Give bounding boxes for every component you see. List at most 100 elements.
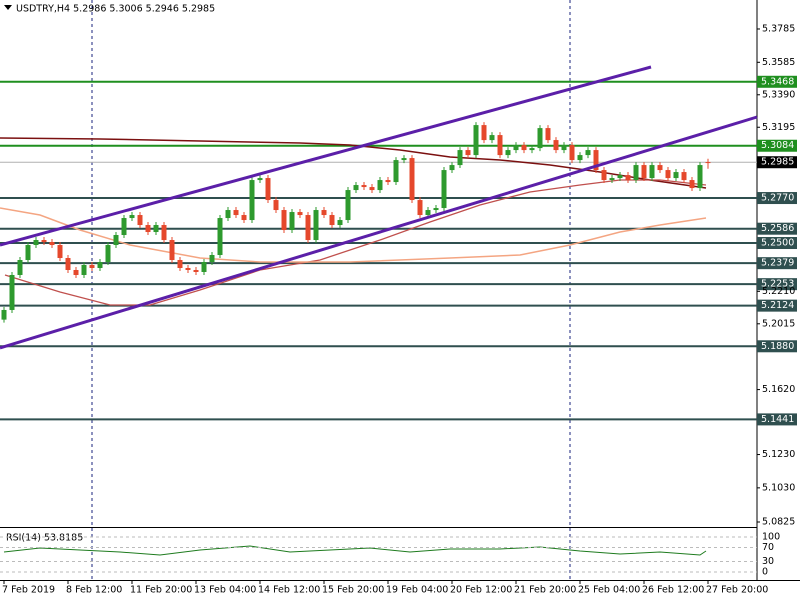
candle-body (129, 215, 135, 219)
level-label-box (757, 278, 797, 291)
candle-body (481, 125, 487, 141)
candle-body (49, 242, 55, 246)
x-tick-label: 19 Feb 04:00 (386, 585, 448, 596)
candle-body (705, 162, 711, 164)
candle-body (521, 145, 527, 151)
candle-body (361, 185, 367, 188)
candle-body (321, 210, 327, 216)
level-label-box (757, 237, 797, 250)
candle-body (457, 150, 463, 166)
level-label-box (757, 222, 797, 235)
candle-body (305, 215, 311, 241)
level-label-box (757, 257, 797, 270)
candle-body (97, 262, 103, 268)
candle-body (537, 128, 543, 149)
candle-body (385, 180, 391, 183)
trend-line (0, 65, 652, 247)
chart-title: USDTRY,H4 5.2986 5.3006 5.2946 5.2985 (16, 4, 215, 15)
x-tick-label: 13 Feb 04:00 (194, 585, 256, 596)
rsi-line (3, 545, 707, 556)
candle-body (473, 125, 479, 156)
candle-body (217, 218, 223, 256)
candle-body (593, 150, 599, 171)
current-price-label: 5.2985 (761, 157, 794, 168)
level-label: 5.2586 (761, 223, 794, 234)
candle-body (665, 170, 671, 179)
moving-average-mid (4, 179, 707, 306)
candle-body (241, 215, 247, 221)
candle-body (649, 165, 655, 179)
candle-body (625, 175, 631, 181)
candle-body (177, 260, 183, 268)
candle-body (121, 218, 127, 236)
x-tick-label: 11 Feb 20:00 (130, 585, 192, 596)
level-label: 5.2124 (761, 300, 794, 311)
y-tick-label: 5.3195 (762, 122, 795, 133)
candle-body (9, 274, 15, 310)
candle-body (441, 170, 447, 209)
level-label-box (757, 299, 797, 312)
moving-average-slow (0, 137, 707, 189)
level-label: 5.2500 (761, 238, 794, 249)
candle-body (137, 215, 143, 226)
candle-body (689, 180, 695, 189)
x-tick-label: 27 Feb 20:00 (706, 585, 768, 596)
x-tick-label: 21 Feb 20:00 (514, 585, 576, 596)
candle-body (657, 165, 663, 171)
y-tick-label: 5.1230 (762, 449, 795, 460)
candle-body (329, 215, 335, 226)
y-tick-label: 5.3585 (762, 57, 795, 68)
candle-body (33, 240, 39, 246)
candle-body (17, 260, 23, 275)
x-tick-label: 8 Feb 12:00 (66, 585, 122, 596)
y-tick-label: 5.3785 (762, 23, 795, 34)
rsi-tick-label: 70 (762, 542, 774, 553)
candle-body (401, 158, 407, 161)
candle-body (553, 140, 559, 151)
candle-body (577, 155, 583, 161)
candle-body (641, 165, 647, 179)
candle-body (673, 172, 679, 179)
candle-body (185, 267, 191, 270)
candles (1, 122, 711, 323)
x-tick-label: 26 Feb 12:00 (642, 585, 704, 596)
level-label: 5.2379 (761, 258, 794, 269)
candle-body (409, 158, 415, 201)
candle-body (257, 178, 263, 181)
candle-body (313, 210, 319, 241)
level-label-box (757, 413, 797, 426)
candle-body (209, 255, 215, 263)
y-tick-label: 5.2015 (762, 318, 795, 329)
rsi-tick-label: 0 (762, 567, 768, 578)
candle-body (417, 200, 423, 216)
candle-body (393, 160, 399, 183)
candle-body (81, 264, 87, 275)
candle-body (449, 165, 455, 171)
trend-line (0, 115, 758, 350)
candle-body (465, 150, 471, 156)
y-tick-label: 5.3390 (762, 89, 795, 100)
candle-body (353, 185, 359, 191)
candle-body (369, 187, 375, 191)
candle-body (273, 200, 279, 211)
candle-body (297, 212, 303, 216)
candle-body (201, 262, 207, 272)
candle-body (113, 235, 119, 246)
level-label-box (757, 75, 797, 88)
candle-body (633, 165, 639, 181)
level-label: 5.2770 (761, 193, 794, 204)
x-tick-label: 15 Feb 20:00 (322, 585, 384, 596)
level-label: 5.1441 (761, 414, 794, 425)
candle-body (377, 180, 383, 191)
menu-arrow (4, 5, 12, 10)
candle-body (585, 150, 591, 156)
candle-body (89, 264, 95, 268)
level-label: 5.3084 (761, 140, 794, 151)
x-tick-label: 14 Feb 12:00 (258, 585, 320, 596)
level-label: 5.1880 (761, 341, 794, 352)
candle-body (41, 240, 47, 243)
level-label: 5.2253 (761, 279, 794, 290)
moving-average-fast (0, 207, 707, 263)
